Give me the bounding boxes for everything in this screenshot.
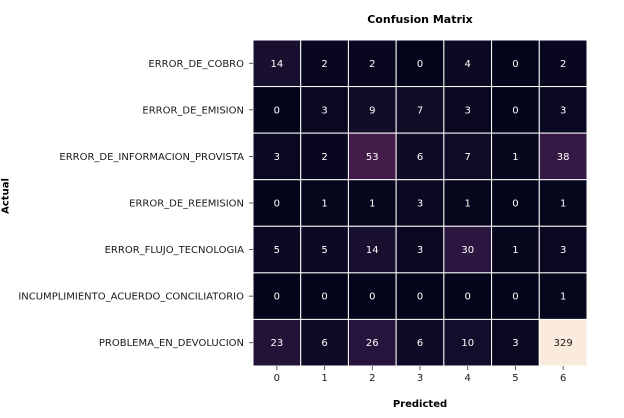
cell-value-label: 0: [465, 292, 471, 303]
heatmap-cell: [300, 318, 349, 367]
heatmap-cell: [252, 179, 302, 227]
y-tick-label: ERROR_DE_REEMISION: [129, 199, 244, 210]
cell-value-label: 1: [512, 245, 518, 256]
heatmap-cell: [300, 179, 349, 227]
heatmap-cell: [300, 39, 349, 88]
cell-value-label: 1: [465, 199, 471, 210]
heatmap-cell: [347, 179, 397, 227]
cell-value-label: 5: [274, 245, 280, 256]
x-tick-label: 3: [417, 373, 423, 384]
cell-value-label: 1: [512, 152, 518, 163]
x-axis-label: Predicted: [392, 399, 448, 410]
cell-value-label: 0: [274, 105, 280, 116]
heatmap-cell: [443, 86, 493, 134]
heatmap-cell: [300, 132, 349, 181]
cell-value-label: 0: [512, 59, 518, 70]
heatmap-cell: [491, 272, 540, 320]
cell-value-label: 3: [417, 199, 423, 210]
cell-value-label: 0: [274, 292, 280, 303]
cell-value-label: 7: [417, 105, 423, 116]
heatmap-cell: [538, 272, 588, 320]
cell-value-label: 3: [274, 152, 280, 163]
cell-value-label: 1: [369, 199, 375, 210]
cell-value-label: 3: [417, 245, 423, 256]
heatmap-cell: [538, 86, 588, 134]
cell-value-label: 3: [560, 245, 566, 256]
heatmap-cell: [538, 225, 588, 274]
cell-value-label: 30: [461, 245, 474, 256]
y-tick-label: PROBLEMA_EN_DEVOLUCION: [99, 338, 244, 349]
cell-value-label: 14: [270, 59, 283, 70]
heatmap-cell: [347, 132, 397, 181]
cell-value-label: 10: [461, 338, 474, 349]
cell-value-label: 7: [465, 152, 471, 163]
cell-value-label: 2: [321, 59, 327, 70]
cell-value-label: 3: [321, 105, 327, 116]
y-tick-label: ERROR_DE_INFORMACION_PROVISTA: [59, 152, 244, 163]
heatmap-cell: [395, 318, 445, 367]
heatmap-cell: [395, 132, 445, 181]
chart-title: Confusion Matrix: [367, 13, 473, 26]
heatmap-cell: [252, 132, 302, 181]
heatmap-cell: [491, 179, 540, 227]
cell-value-label: 4: [465, 59, 471, 70]
heatmap-cell: [538, 132, 588, 181]
x-tick-label: 4: [465, 373, 471, 384]
x-tick-label: 1: [321, 373, 327, 384]
cell-value-label: 0: [512, 292, 518, 303]
x-tick-label: 5: [512, 373, 518, 384]
x-tick-label: 2: [369, 373, 375, 384]
cell-value-label: 0: [417, 292, 423, 303]
cell-value-label: 0: [512, 105, 518, 116]
heatmap-cell: [538, 39, 588, 88]
cell-value-label: 14: [366, 245, 379, 256]
cell-value-label: 38: [557, 152, 570, 163]
cell-value-label: 6: [417, 338, 423, 349]
heatmap-cell: [443, 225, 493, 274]
x-tick-label: 6: [560, 373, 566, 384]
cell-value-label: 2: [560, 59, 566, 70]
cell-value-label: 0: [512, 199, 518, 210]
heatmap-cell: [347, 39, 397, 88]
cell-value-label: 2: [369, 59, 375, 70]
heatmap-cell: [252, 272, 302, 320]
x-tick-label: 0: [274, 373, 280, 384]
y-tick-label: ERROR_DE_COBRO: [148, 59, 244, 70]
heatmap-cell: [347, 272, 397, 320]
cell-value-label: 0: [321, 292, 327, 303]
heatmap-cell: [395, 39, 445, 88]
cell-value-label: 6: [417, 152, 423, 163]
cell-value-label: 1: [560, 199, 566, 210]
cell-value-label: 0: [369, 292, 375, 303]
cell-value-label: 3: [560, 105, 566, 116]
cell-value-label: 1: [321, 199, 327, 210]
heatmap-cell: [491, 132, 540, 181]
heatmap-cell: [347, 225, 397, 274]
cell-value-label: 1: [560, 292, 566, 303]
cell-value-label: 2: [321, 152, 327, 163]
cell-value-label: 329: [554, 338, 573, 349]
heatmap-cell: [443, 272, 493, 320]
cell-value-label: 0: [417, 59, 423, 70]
cell-value-label: 3: [465, 105, 471, 116]
cell-value-label: 6: [321, 338, 327, 349]
heatmap-cell: [395, 86, 445, 134]
heatmap-cell: [491, 39, 540, 88]
cell-value-label: 3: [512, 338, 518, 349]
y-tick-label: ERROR_FLUJO_TECNOLOGIA: [105, 245, 245, 256]
cell-value-label: 0: [274, 199, 280, 210]
cell-value-label: 5: [321, 245, 327, 256]
heatmap-cell: [300, 225, 349, 274]
y-tick-label: INCUMPLIMIENTO_ACUERDO_CONCILIATORIO: [18, 292, 244, 303]
cell-value-label: 53: [366, 152, 379, 163]
heatmap-cell: [443, 179, 493, 227]
cell-value-label: 9: [369, 105, 375, 116]
heatmap-cell: [491, 318, 540, 367]
y-tick-label: ERROR_DE_EMISION: [142, 105, 244, 116]
cell-value-label: 23: [270, 338, 283, 349]
cell-value-label: 26: [366, 338, 379, 349]
